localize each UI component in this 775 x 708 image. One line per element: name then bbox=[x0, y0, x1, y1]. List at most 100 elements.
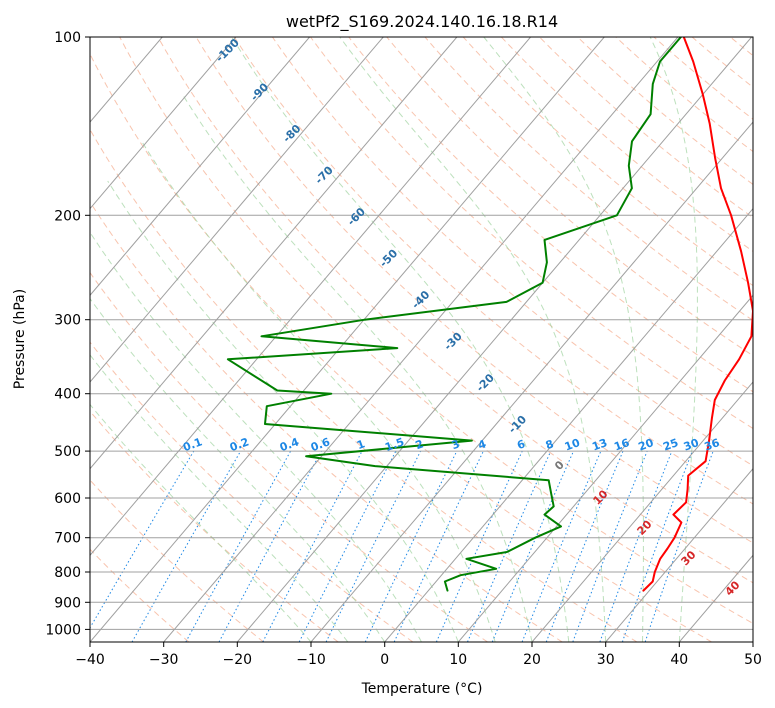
moist-adiabat bbox=[90, 297, 386, 642]
x-axis: −40 −30 −20 −10 0 10 20 30 40 50 bbox=[75, 642, 762, 668]
temperature-curve bbox=[642, 37, 753, 592]
x-tick-label: 30 bbox=[597, 652, 615, 668]
moist-adiabat bbox=[182, 94, 533, 642]
isotherm bbox=[384, 207, 753, 642]
background-lines bbox=[90, 37, 753, 642]
dry-adiabat bbox=[386, 37, 753, 357]
x-tick-label: 10 bbox=[449, 652, 467, 668]
mixing-ratio-label: 1 bbox=[355, 437, 367, 452]
mixing-ratio-line bbox=[621, 450, 693, 642]
dry-adiabat bbox=[615, 37, 753, 153]
moist-adiabat bbox=[90, 231, 422, 642]
y-tick-label: 200 bbox=[54, 208, 81, 224]
mixing-ratio-line bbox=[364, 450, 458, 642]
isotherm bbox=[457, 294, 753, 642]
mixing-ratio-label: 13 bbox=[590, 436, 609, 453]
isotherm bbox=[163, 37, 679, 642]
mixing-ratio-label: 4 bbox=[476, 437, 488, 452]
moist-adiabat bbox=[339, 37, 607, 642]
dry-adiabat bbox=[500, 37, 753, 252]
x-tick-label: 50 bbox=[744, 652, 762, 668]
mixing-ratio-label: 0.1 bbox=[181, 435, 204, 454]
dry-adiabat bbox=[157, 37, 753, 584]
mixing-ratio-label: 30 bbox=[682, 436, 701, 454]
y-axis-label: Pressure (hPa) bbox=[12, 289, 28, 389]
isotherm bbox=[90, 37, 310, 297]
y-tick-label: 900 bbox=[54, 595, 81, 611]
moist-adiabat bbox=[649, 37, 698, 642]
mixing-ratio-line bbox=[435, 450, 523, 642]
x-tick-label: −30 bbox=[149, 652, 179, 668]
moist-adiabat bbox=[107, 180, 459, 642]
plot-frame bbox=[89, 36, 754, 643]
mixing-ratio-label: 25 bbox=[661, 436, 680, 453]
dry-adiabat bbox=[233, 37, 753, 505]
moist-adiabat bbox=[90, 354, 349, 642]
mixing-ratio-label: 2 bbox=[414, 437, 426, 452]
chart-title: wetPf2_S169.2024.140.16.18.R14 bbox=[286, 12, 558, 32]
y-tick-label: 300 bbox=[54, 313, 81, 329]
y-tick-label: 700 bbox=[54, 531, 81, 547]
dry-adiabat bbox=[195, 37, 753, 544]
mixing-ratio-line bbox=[491, 450, 574, 642]
mixing-ratio-label: 36 bbox=[703, 436, 722, 454]
mixing-ratio-label: 1.5 bbox=[383, 435, 406, 454]
dewpoint-curve bbox=[226, 37, 682, 592]
mixing-ratio-line bbox=[467, 450, 552, 642]
mixing-ratio-line bbox=[393, 450, 484, 642]
mixing-ratio-line bbox=[218, 450, 322, 642]
mixing-ratio-line bbox=[90, 450, 195, 629]
mixing-ratio-label: 8 bbox=[544, 437, 556, 452]
isotherm bbox=[90, 37, 458, 470]
x-tick-label: −40 bbox=[75, 652, 105, 668]
isotherm bbox=[236, 37, 752, 642]
dry-adiabat bbox=[90, 479, 264, 642]
isotherm bbox=[310, 121, 753, 642]
x-tick-label: −10 bbox=[296, 652, 326, 668]
dry-adiabat bbox=[348, 37, 753, 393]
dry-adiabat bbox=[119, 37, 753, 625]
mixing-ratio-label: 3 bbox=[450, 437, 462, 452]
grid-lines bbox=[90, 37, 753, 642]
y-tick-label: 400 bbox=[54, 387, 81, 403]
mixing-ratio-label: 20 bbox=[637, 436, 656, 454]
mixing-ratio-label: 0.4 bbox=[278, 435, 301, 454]
isotherm bbox=[531, 381, 753, 642]
sounding-curves bbox=[226, 37, 753, 592]
dry-adiabat bbox=[462, 37, 753, 287]
mixing-ratio-label: 6 bbox=[515, 437, 527, 452]
isotherm bbox=[90, 37, 384, 383]
x-tick-label: 20 bbox=[523, 652, 541, 668]
mixing-ratio-line bbox=[325, 450, 422, 642]
moist-adiabat bbox=[90, 403, 312, 642]
mixing-ratio-label: 0.2 bbox=[228, 435, 251, 454]
x-tick-label: 0 bbox=[380, 652, 389, 668]
moist-adiabat bbox=[483, 37, 644, 642]
mixing-ratio-line bbox=[644, 450, 714, 642]
y-tick-label: 1000 bbox=[45, 622, 81, 638]
isotherm bbox=[90, 37, 605, 642]
y-tick-label: 600 bbox=[54, 491, 81, 507]
y-tick-label: 800 bbox=[54, 565, 81, 581]
isotherm bbox=[90, 37, 531, 557]
isotherm bbox=[90, 37, 237, 210]
dry-adiabat bbox=[310, 37, 753, 430]
mixing-ratio-label: 16 bbox=[612, 436, 631, 454]
x-axis-label: Temperature (°C) bbox=[361, 681, 483, 697]
mixing-ratio-label: 0.6 bbox=[309, 435, 332, 454]
mixing-ratio-line bbox=[185, 450, 292, 642]
mixing-ratio-label: 10 bbox=[563, 436, 582, 454]
dry-adiabat bbox=[90, 128, 638, 642]
dry-adiabat bbox=[424, 37, 753, 321]
mixing-ratio-line bbox=[131, 450, 242, 642]
y-tick-label: 100 bbox=[54, 30, 81, 46]
x-tick-label: 40 bbox=[670, 652, 688, 668]
y-axis: 100 200 300 400 500 600 700 800 900 1000 bbox=[45, 30, 90, 638]
x-tick-label: −20 bbox=[223, 652, 253, 668]
moist-adiabat bbox=[231, 37, 570, 642]
dry-adiabat bbox=[90, 341, 414, 642]
isotherm bbox=[605, 467, 753, 642]
y-tick-label: 500 bbox=[54, 444, 81, 460]
